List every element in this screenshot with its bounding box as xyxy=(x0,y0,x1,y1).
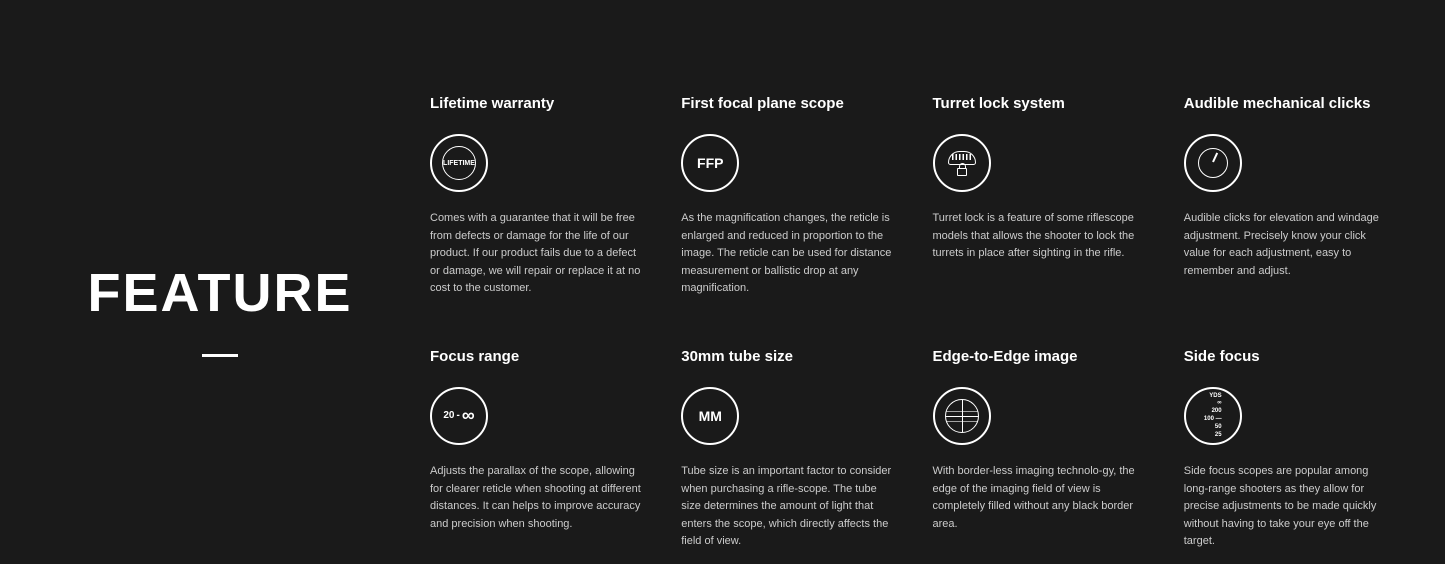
turret-lock-icon xyxy=(933,134,991,192)
sf-label: ∞ xyxy=(1217,400,1221,408)
feature-heading: Lifetime warranty xyxy=(430,95,641,112)
badge-icon: LIFETIME xyxy=(442,146,476,180)
feature-heading: Audible mechanical clicks xyxy=(1184,95,1395,112)
feature-heading: First focal plane scope xyxy=(681,95,892,112)
turret-icon xyxy=(948,151,976,176)
feature-description: Audible clicks for elevation and windage… xyxy=(1184,210,1395,280)
feature-heading: Focus range xyxy=(430,348,641,365)
features-grid: Lifetime warranty LIFETIME Comes with a … xyxy=(430,95,1395,524)
mm-text-icon: MM xyxy=(699,408,722,424)
feature-description: Tube size is an important factor to cons… xyxy=(681,463,892,551)
sf-label: 200 xyxy=(1212,408,1222,416)
feature-description: As the magnification changes, the reticl… xyxy=(681,210,892,298)
mm-icon: MM xyxy=(681,387,739,445)
feature-description: Turret lock is a feature of some riflesc… xyxy=(933,210,1144,263)
feature-description: Side focus scopes are popular among long… xyxy=(1184,463,1395,551)
sf-label: YDS xyxy=(1209,393,1221,401)
feature-description: With border-less imaging technolo-gy, th… xyxy=(933,463,1144,533)
sf-label: 25 xyxy=(1215,432,1222,440)
ffp-icon: FFP xyxy=(681,134,739,192)
feature-heading: Side focus xyxy=(1184,348,1395,365)
feature-description: Adjusts the parallax of the scope, allow… xyxy=(430,463,641,533)
feature-heading: Turret lock system xyxy=(933,95,1144,112)
feature-heading: 30mm tube size xyxy=(681,348,892,365)
feature-lifetime-warranty: Lifetime warranty LIFETIME Comes with a … xyxy=(430,95,641,298)
feature-page-container: Feature Lifetime warranty LIFETIME Comes… xyxy=(0,0,1445,564)
dial-icon xyxy=(1184,134,1242,192)
ffp-text-icon: FFP xyxy=(697,155,723,171)
feature-heading: Edge-to-Edge image xyxy=(933,348,1144,365)
feature-side-focus: Side focus YDS ∞ 200 100 — 50 25 Side fo… xyxy=(1184,348,1395,551)
lifetime-warranty-icon: LIFETIME xyxy=(430,134,488,192)
feature-description: Comes with a guarantee that it will be f… xyxy=(430,210,641,298)
edge-image-icon xyxy=(933,387,991,445)
focus-text-icon: 20 ‑ ∞ xyxy=(443,405,474,426)
left-title-section: Feature xyxy=(50,95,430,524)
grid-icon xyxy=(945,399,979,433)
page-title: Feature xyxy=(88,262,353,324)
grid-lines-icon xyxy=(946,400,978,432)
feature-focus-range: Focus range 20 ‑ ∞ Adjusts the parallax … xyxy=(430,348,641,551)
feature-ffp: First focal plane scope FFP As the magni… xyxy=(681,95,892,298)
focus-dash: ‑ xyxy=(456,410,459,421)
focus-range-icon: 20 ‑ ∞ xyxy=(430,387,488,445)
infinity-icon: ∞ xyxy=(462,405,475,426)
feature-edge-image: Edge-to-Edge image With border-less imag… xyxy=(933,348,1144,551)
sf-label: 100 — xyxy=(1204,416,1222,424)
lock-icon xyxy=(957,168,967,176)
side-focus-labels: YDS ∞ 200 100 — 50 25 xyxy=(1204,393,1222,440)
focus-number: 20 xyxy=(443,410,454,421)
feature-turret-lock: Turret lock system Turret lock is a feat… xyxy=(933,95,1144,298)
dial-circle-icon xyxy=(1198,148,1228,178)
feature-tube-size: 30mm tube size MM Tube size is an import… xyxy=(681,348,892,551)
side-focus-icon: YDS ∞ 200 100 — 50 25 xyxy=(1184,387,1242,445)
title-underline xyxy=(202,354,238,357)
feature-audible-clicks: Audible mechanical clicks Audible clicks… xyxy=(1184,95,1395,298)
sf-label: 50 xyxy=(1215,424,1222,432)
